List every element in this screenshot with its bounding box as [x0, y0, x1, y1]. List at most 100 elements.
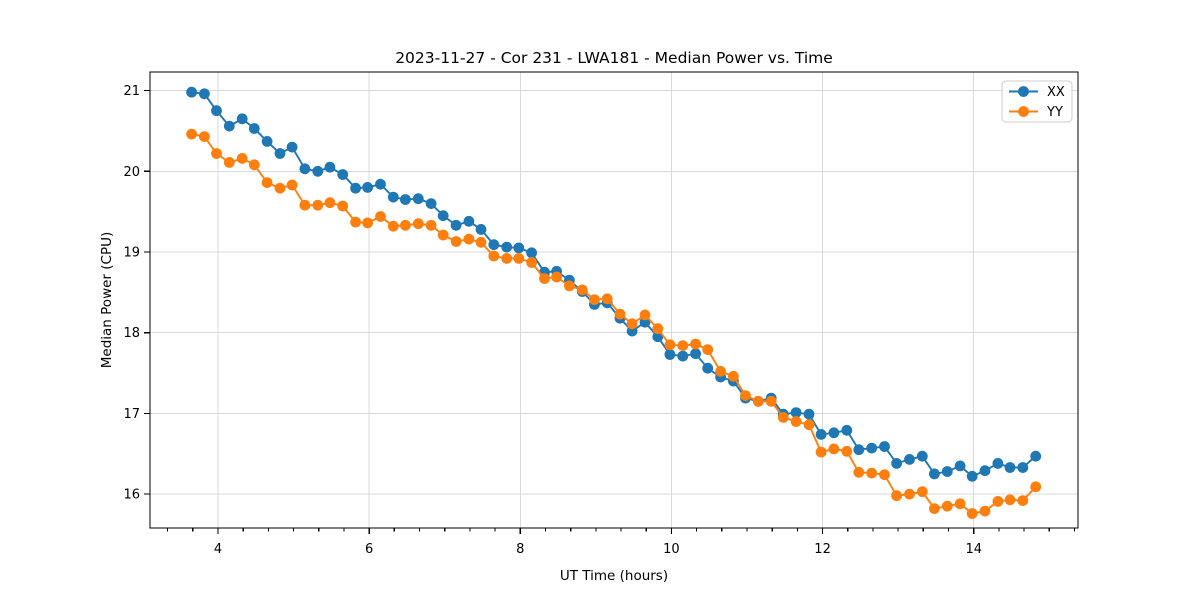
- series-XX-point: [324, 161, 336, 173]
- series-XX-point: [929, 468, 940, 480]
- series-YY-point: [463, 233, 475, 245]
- series-YY-point: [337, 200, 349, 212]
- series-XX-point: [702, 362, 714, 374]
- series-YY-point: [488, 250, 500, 262]
- series-YY-point: [211, 148, 222, 159]
- series-YY-point: [564, 280, 575, 292]
- y-tick-label: 19: [123, 245, 140, 260]
- series-YY-point: [501, 253, 513, 264]
- series-XX-point: [954, 460, 966, 472]
- y-tick-label: 17: [123, 407, 140, 422]
- series-YY-point: [248, 159, 260, 171]
- y-axis-label: Median Power (CPU): [99, 232, 115, 368]
- series-XX-point: [992, 458, 1004, 469]
- series-YY-point: [626, 318, 638, 330]
- legend-entry-YY: YY: [1009, 105, 1063, 120]
- series-XX-point: [425, 198, 437, 210]
- series-YY-point: [853, 466, 865, 478]
- series-XX-point: [261, 136, 273, 147]
- series-XX-point: [677, 350, 689, 362]
- series-YY-point: [362, 217, 373, 229]
- series-YY-point: [1017, 495, 1029, 506]
- series-YY-point: [425, 219, 437, 231]
- series-YY-point: [677, 340, 689, 351]
- series-XX-point: [979, 465, 991, 477]
- series-XX-point: [450, 219, 462, 231]
- series-YY-point: [715, 366, 726, 377]
- series-XX-point: [223, 120, 235, 132]
- series-XX-point: [916, 450, 928, 462]
- series-YY-point: [475, 236, 487, 248]
- series-XX-point: [879, 441, 890, 452]
- series-XX-point: [488, 239, 500, 251]
- series-XX-point: [186, 86, 198, 98]
- series-XX-point: [211, 105, 222, 117]
- y-tick-label: 16: [123, 488, 140, 503]
- series-XX-point: [1004, 462, 1016, 473]
- series-YY-point: [929, 503, 940, 514]
- x-tick-label: 14: [965, 542, 982, 557]
- series-YY-point: [639, 309, 651, 321]
- series-YY-point: [199, 131, 210, 143]
- series-XX-point: [236, 113, 248, 125]
- plot-area-border: [149, 71, 1079, 529]
- series-XX-line: [191, 91, 1037, 478]
- series-XX-point: [891, 458, 902, 469]
- series-XX-point: [690, 348, 701, 360]
- series-YY-point: [690, 338, 701, 350]
- y-tick-label: 21: [123, 84, 140, 99]
- series-XX-point: [803, 408, 815, 420]
- series-YY-point: [891, 490, 902, 502]
- series-XX: [186, 86, 1042, 482]
- series-XX-point: [248, 123, 260, 134]
- series-YY-point: [450, 236, 462, 247]
- series-XX-point: [437, 210, 449, 222]
- ticks: [144, 89, 1076, 534]
- series-YY-point: [324, 197, 336, 209]
- series-XX-point: [526, 247, 537, 259]
- series-XX-point: [941, 466, 953, 477]
- series-YY-point: [954, 498, 966, 510]
- series-YY-point: [375, 211, 386, 222]
- series-XX-point: [828, 427, 840, 439]
- series-YY-point: [601, 293, 613, 305]
- series-YY-point: [941, 500, 953, 512]
- series-XX-point: [337, 169, 349, 180]
- series-YY-point: [589, 294, 600, 305]
- series-YY-point: [652, 323, 664, 335]
- legend-marker: [1018, 86, 1029, 97]
- series-YY-point: [966, 508, 978, 519]
- series-XX-point: [299, 163, 311, 175]
- series-YY-point: [664, 339, 676, 351]
- tick-labels: 4 6 8 10 12 14 16 17 18 19 20 21: [123, 84, 982, 557]
- series-XX-point: [387, 191, 399, 203]
- series-XX-point: [866, 442, 878, 454]
- series-XX-point: [652, 331, 664, 343]
- series-XX-point: [853, 444, 865, 456]
- series-YY-point: [312, 199, 324, 211]
- series-YY-point: [576, 284, 588, 296]
- series-XX-point: [350, 182, 361, 194]
- series-YY-point: [979, 505, 991, 517]
- series-YY-point: [261, 177, 273, 189]
- series-YY-point: [437, 229, 449, 241]
- series-XX-point: [815, 429, 827, 440]
- series-YY-point: [551, 271, 562, 283]
- series-XX-point: [312, 165, 324, 177]
- series-XX-point: [664, 349, 676, 360]
- series-XX-point: [475, 224, 487, 235]
- series-XX-point: [513, 242, 525, 254]
- series-YY-point: [286, 179, 298, 191]
- series-YY-point: [777, 412, 789, 423]
- y-tick-label: 20: [123, 165, 140, 180]
- series-YY-point: [387, 220, 399, 232]
- series-XX-point: [463, 215, 475, 227]
- x-tick-label: 10: [663, 542, 680, 557]
- x-tick-label: 8: [516, 542, 524, 557]
- series-YY: [186, 128, 1042, 519]
- series-YY-point: [740, 390, 751, 401]
- series-XX-point: [841, 424, 853, 436]
- series-YY-point: [916, 486, 928, 498]
- series-YY-point: [526, 257, 537, 268]
